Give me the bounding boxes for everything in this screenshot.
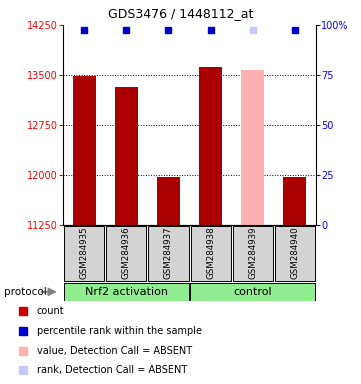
Text: protocol: protocol (4, 287, 46, 297)
Text: control: control (234, 287, 272, 297)
Text: count: count (37, 306, 65, 316)
Bar (64, 226, 104, 281)
Bar (241, 70, 264, 225)
Bar (148, 226, 188, 281)
Text: GDS3476 / 1448112_at: GDS3476 / 1448112_at (108, 7, 253, 20)
Text: GSM284937: GSM284937 (164, 226, 173, 279)
Text: GSM284935: GSM284935 (80, 226, 89, 279)
Bar (115, 87, 138, 225)
Bar (283, 177, 306, 225)
Text: rank, Detection Call = ABSENT: rank, Detection Call = ABSENT (37, 365, 187, 375)
Bar (157, 177, 180, 225)
Text: GSM284939: GSM284939 (248, 226, 257, 278)
Text: value, Detection Call = ABSENT: value, Detection Call = ABSENT (37, 346, 192, 356)
Text: percentile rank within the sample: percentile rank within the sample (37, 326, 202, 336)
Text: Nrf2 activation: Nrf2 activation (85, 287, 168, 297)
Text: GSM284938: GSM284938 (206, 226, 215, 279)
Bar (275, 226, 315, 281)
Bar (190, 283, 315, 301)
Text: GSM284936: GSM284936 (122, 226, 131, 279)
Bar (232, 226, 273, 281)
Bar (73, 76, 96, 225)
Bar (191, 226, 231, 281)
Bar (64, 283, 189, 301)
Bar (106, 226, 147, 281)
Bar (199, 67, 222, 225)
Text: GSM284940: GSM284940 (290, 226, 299, 279)
